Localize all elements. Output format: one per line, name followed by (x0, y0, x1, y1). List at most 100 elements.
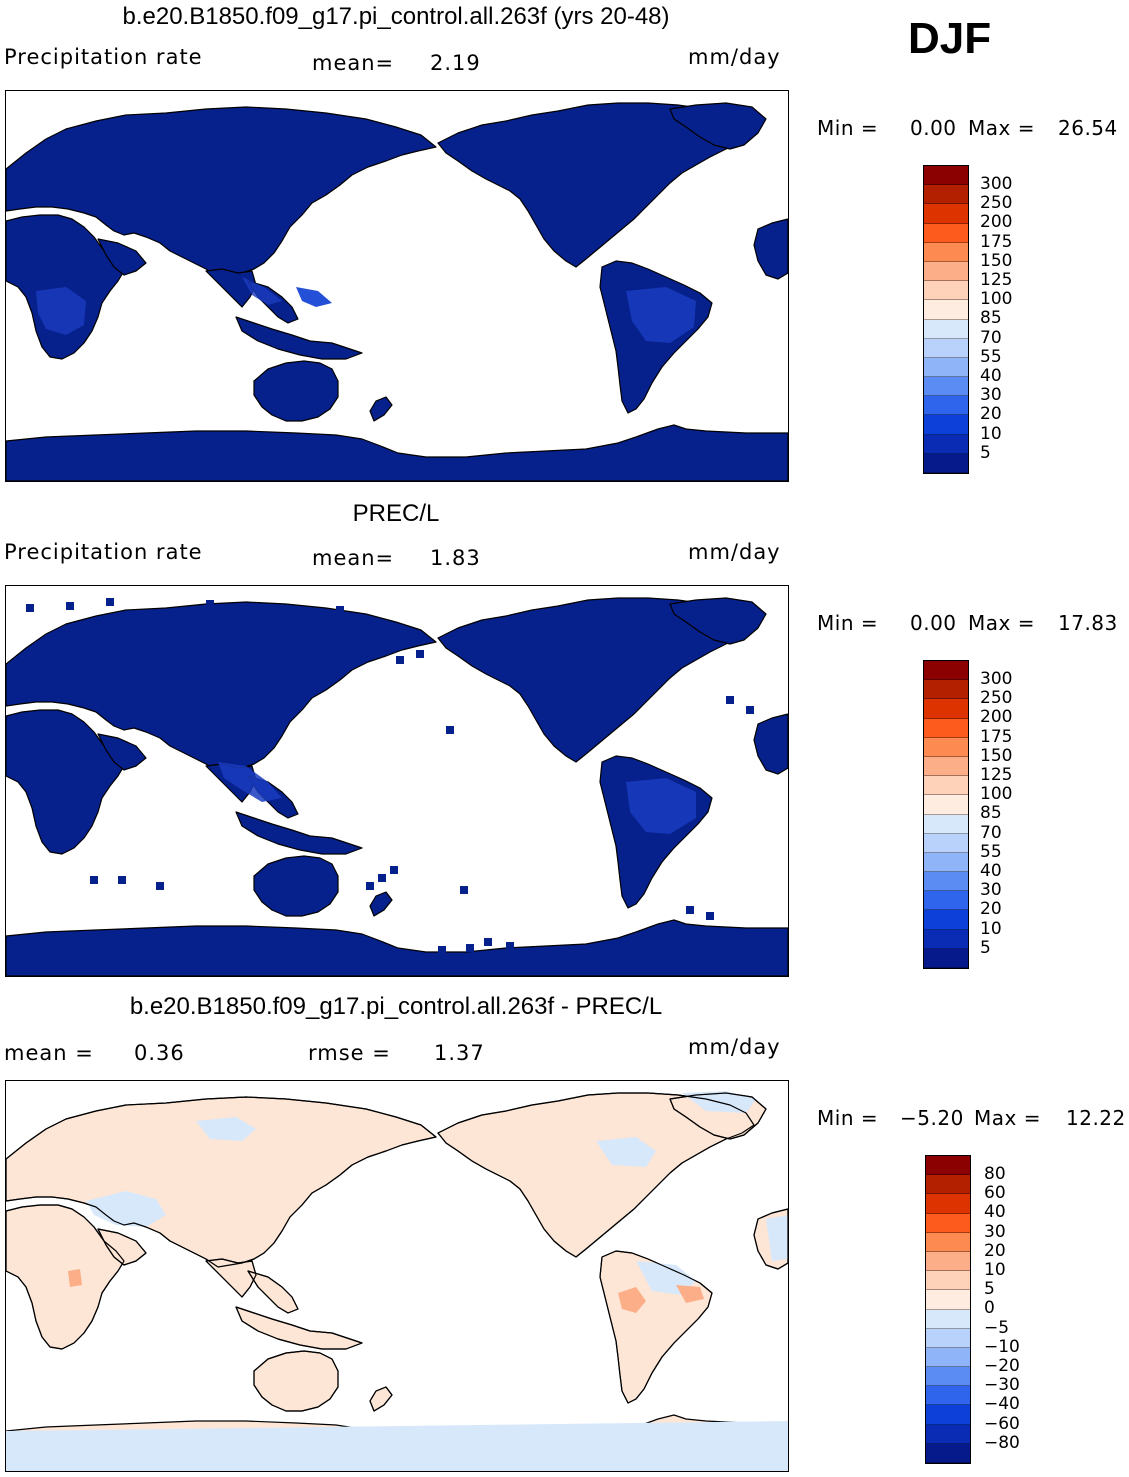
colorbar-swatch (924, 166, 968, 186)
panel-3-mean-value: 0.36 (134, 1041, 185, 1065)
grid-cell (446, 726, 454, 734)
landmass-africa (6, 709, 125, 855)
colorbar-swatch (926, 1251, 970, 1272)
wet-region (218, 762, 282, 802)
colorbar-tick-label: 5 (980, 442, 991, 463)
colorbar-swatch (924, 300, 968, 320)
colorbar-swatch (926, 1175, 970, 1195)
panel-2-mean-label: mean= (312, 546, 395, 570)
panel-3-map (5, 1080, 789, 1472)
colorbar-tick-label: 150 (980, 250, 1013, 271)
colorbar-swatch (926, 1156, 970, 1176)
wet-region (36, 287, 86, 335)
colorbar-swatch (926, 1271, 970, 1291)
grid-cell (156, 882, 164, 890)
colorbar-swatch (924, 872, 968, 892)
coastline-westafrica_right (753, 1208, 788, 1270)
landmass-indonesia (235, 811, 363, 855)
coastline-australia (253, 1350, 339, 1412)
colorbar-swatch (924, 242, 968, 262)
colorbar-swatch (926, 1405, 970, 1425)
colorbar-tick-label: 150 (980, 745, 1013, 766)
colorbar-tick-label: 5 (984, 1279, 995, 1300)
colorbar-tick-label: 175 (980, 726, 1013, 747)
landmass-greenland (669, 597, 767, 645)
colorbar-tick-label: 300 (980, 174, 1013, 194)
colorbar-swatch (926, 1347, 970, 1368)
colorbar-swatch (924, 396, 968, 416)
grid-cell (206, 600, 214, 608)
panel-2-mean-value: 1.83 (430, 546, 481, 570)
panel-1-map (5, 90, 789, 482)
positive-anomaly (68, 1269, 82, 1287)
colorbar-swatch (924, 929, 968, 949)
colorbar-tick-label: 10 (984, 1260, 1006, 1280)
coastline-arabia (97, 1228, 147, 1266)
colorbar-tick-label: 55 (980, 346, 1002, 367)
landmass-eurasia (6, 106, 437, 278)
grid-cell (106, 598, 114, 606)
coastline-greenland (669, 1092, 767, 1140)
colorbar-swatch (924, 453, 968, 473)
landmass-eurasia (6, 601, 437, 773)
colorbar-tick-label: 20 (980, 404, 1002, 425)
wet-region (242, 277, 282, 305)
colorbar-swatch (924, 814, 968, 834)
colorbar-tick-label: 5 (980, 937, 991, 958)
colorbar-tick-label: 100 (980, 289, 1013, 310)
panel-3-colorbar (925, 1155, 971, 1464)
panel-3-rmse-label: rmse = (308, 1041, 391, 1065)
colorbar-tick-label: −40 (984, 1394, 1020, 1415)
panel-1-max-label: Max = (968, 116, 1035, 140)
colorbar-tick-label: 20 (984, 1240, 1006, 1261)
colorbar-tick-label: −60 (984, 1413, 1020, 1434)
colorbar-tick-label: 250 (980, 688, 1013, 709)
panel-2-max-value: 17.83 (1058, 611, 1118, 635)
colorbar-tick-label: 40 (984, 1202, 1006, 1223)
colorbar-swatch (924, 185, 968, 205)
panel-2-min-value: 0.00 (910, 611, 957, 635)
panel-1-mean-label: mean= (312, 51, 395, 75)
coastline-seasia (247, 1270, 299, 1314)
landmass-greenland (669, 102, 767, 150)
panel-1-mean-value: 2.19 (430, 51, 481, 75)
coastline-indonesia (235, 1306, 363, 1350)
landmass-africa (6, 214, 125, 360)
coastline-africa (6, 1204, 125, 1350)
grid-cell (686, 906, 694, 914)
panel-3-max-label: Max = (974, 1106, 1041, 1130)
grid-cell (466, 944, 474, 952)
colorbar-tick-label: 40 (980, 861, 1002, 881)
panel-2-map (5, 585, 789, 977)
landmass-antarctica (6, 919, 788, 976)
panel-3-min-label: Min = (817, 1106, 879, 1130)
landmass-westafrica_right (753, 218, 788, 280)
panel-3-min-value: −5.20 (900, 1106, 964, 1130)
panel-2-variable-label: Precipitation rate (4, 540, 203, 564)
landmass-namerica (437, 102, 755, 268)
colorbar-swatch (926, 1424, 970, 1444)
colorbar-tick-label: 100 (980, 784, 1013, 805)
negative-anomaly (6, 1421, 788, 1471)
colorbar-tick-label: 10 (980, 423, 1002, 444)
colorbar-swatch (924, 718, 968, 738)
colorbar-swatch (924, 910, 968, 930)
panel-1-title: b.e20.B1850.f09_g17.pi_control.all.263f … (122, 3, 670, 30)
grid-cell (416, 650, 424, 658)
colorbar-swatch (926, 1194, 970, 1214)
panel-1-units: mm/day (688, 45, 781, 69)
colorbar-tick-label: 10 (980, 918, 1002, 939)
negative-anomaly (86, 1191, 166, 1227)
colorbar-swatch (924, 261, 968, 282)
colorbar-tick-label: 200 (980, 212, 1013, 233)
coastline-india (205, 1258, 257, 1298)
negative-anomaly (196, 1117, 256, 1141)
coastline-samerica (599, 1250, 713, 1404)
colorbar-swatch (924, 204, 968, 224)
panel-2-title: PREC/L (352, 500, 440, 527)
colorbar-tick-label: 125 (980, 765, 1013, 785)
colorbar-swatch (924, 948, 968, 968)
colorbar-swatch (926, 1309, 970, 1329)
panel-3-units: mm/day (688, 1035, 781, 1059)
landmass-australia (253, 855, 339, 917)
